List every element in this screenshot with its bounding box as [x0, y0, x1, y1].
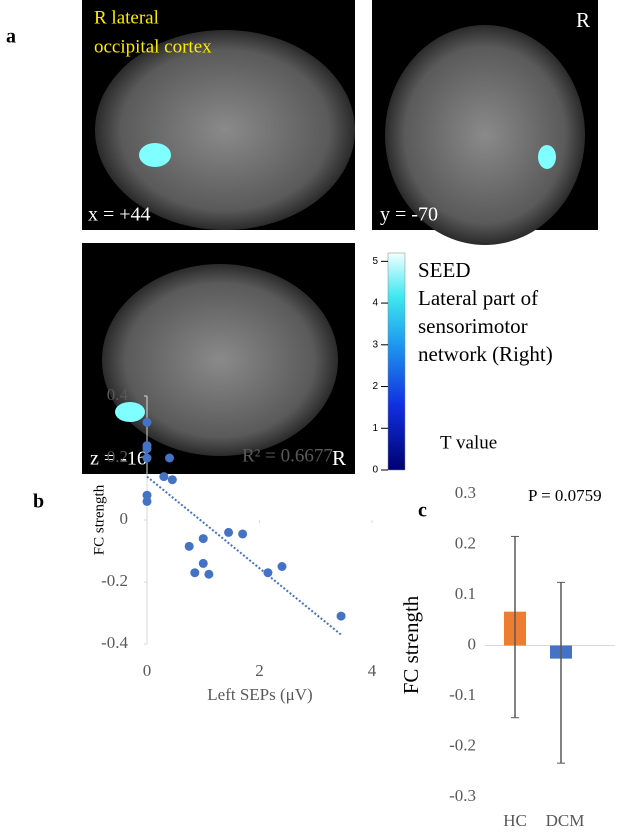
x-tick-label: DCM: [546, 811, 585, 830]
tick-label: 5: [372, 256, 378, 267]
point: [263, 568, 273, 578]
y-axis-label: FC strength: [91, 484, 107, 555]
legend-text: sensorimotor: [418, 314, 528, 338]
point: [204, 569, 214, 579]
y-tick-label: -0.1: [449, 685, 476, 704]
side-label: R: [576, 8, 590, 32]
point: [142, 496, 152, 506]
y-tick-label: -0.3: [449, 786, 476, 805]
x-tick-label: 4: [368, 661, 377, 680]
coronal-image: R y = -70: [372, 0, 598, 245]
x-tick-label: 0: [143, 661, 152, 680]
point: [167, 475, 177, 485]
tick-label: 1: [372, 423, 378, 434]
point: [142, 453, 152, 463]
x-axis-label: Left SEPs (μV): [207, 685, 312, 704]
point: [190, 568, 200, 578]
y-tick-label: 0: [468, 634, 477, 653]
point: [336, 611, 346, 621]
point: [165, 453, 174, 463]
legend-text: Lateral part of: [418, 286, 538, 310]
point: [198, 534, 208, 544]
tick-label: 2: [372, 381, 378, 392]
y-tick-label: 0.2: [455, 533, 476, 552]
caption: occipital cortex: [94, 36, 212, 57]
sagittal-image: R lateral occipital cortex x = +44: [82, 0, 355, 230]
point: [238, 529, 248, 539]
axial-image: R z = -16: [82, 243, 355, 474]
y-tick-label: 0.1: [455, 584, 476, 603]
side-label: R: [332, 446, 346, 470]
colorbar: [387, 252, 406, 471]
y-tick-label: 0.3: [455, 483, 476, 502]
tick-label: 0: [372, 465, 378, 476]
y-tick-label: -0.2: [101, 571, 128, 590]
x-tick-label: HC: [503, 811, 527, 830]
point: [142, 417, 152, 427]
coordinate: x = +44: [88, 204, 151, 226]
point: [142, 444, 152, 454]
y-tick-label: 0: [120, 509, 129, 528]
annotation: P = 0.0759: [528, 486, 602, 505]
x-tick-label: 2: [255, 661, 264, 680]
point: [224, 527, 234, 537]
y-tick-label: -0.4: [101, 633, 128, 652]
caption: R lateral: [94, 7, 159, 28]
panel-label: b: [33, 491, 44, 513]
tick-label: 4: [372, 298, 378, 309]
y-tick-label: 0.2: [107, 447, 128, 466]
y-axis-label: FC strength: [399, 595, 423, 694]
annotation: R² = 0.6677: [242, 445, 333, 466]
point: [198, 558, 208, 568]
coordinate: y = -70: [380, 204, 438, 226]
trendline: [146, 475, 342, 636]
y-tick-label: -0.2: [449, 735, 476, 754]
panel-label: c: [418, 500, 427, 522]
legend-text: network (Right): [418, 342, 553, 366]
point: [184, 541, 194, 551]
legend-text: SEED: [418, 258, 471, 282]
legend-text: T value: [440, 432, 497, 453]
y-tick-label: 0.4: [107, 385, 129, 404]
panel-label: a: [6, 26, 16, 48]
point: [142, 490, 152, 500]
point: [159, 472, 169, 482]
tick-label: 3: [372, 339, 378, 350]
coordinate: z = -16: [90, 448, 147, 470]
point: [277, 562, 287, 571]
